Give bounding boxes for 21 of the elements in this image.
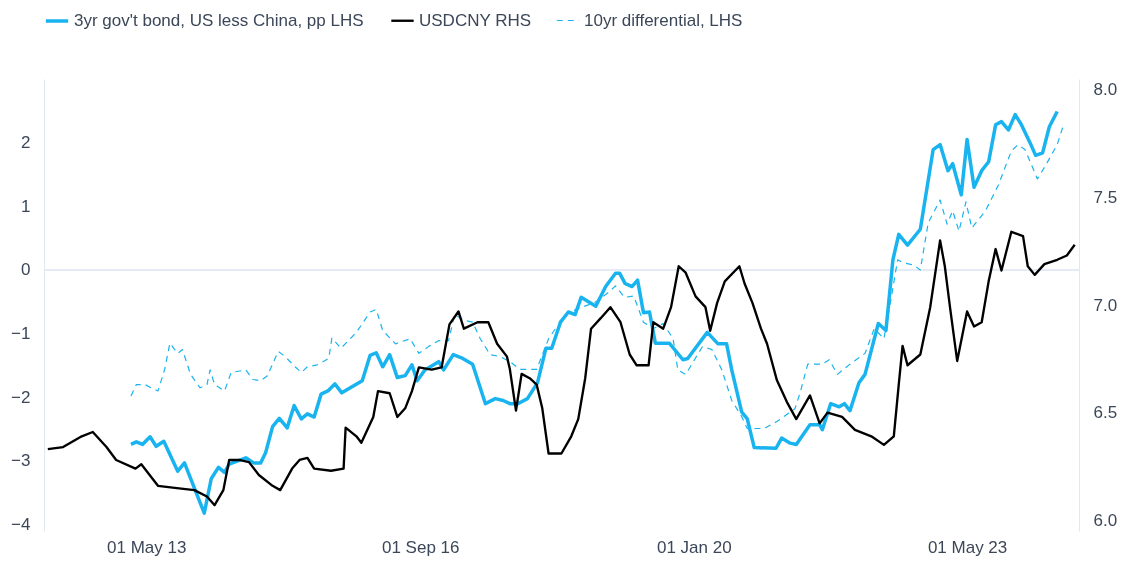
y2-tick-label: 8.0	[1093, 80, 1118, 100]
y2-tick-label: 7.5	[1093, 187, 1118, 207]
x-tick-label: 01 May 23	[927, 537, 1008, 557]
y2-tick-label: 7.0	[1093, 295, 1118, 315]
legend-label: USDCNY RHS	[419, 10, 532, 30]
y-tick-label: 2	[21, 133, 31, 153]
x-tick-label: 01 Sep 16	[381, 537, 460, 557]
x-tick-label: 01 Jan 20	[656, 537, 732, 557]
y2-tick-label: 6.0	[1093, 510, 1118, 530]
legend-label: 3yr gov't bond, US less China, pp LHS	[74, 11, 364, 30]
x-tick-label: 01 May 13	[107, 537, 187, 557]
line-series	[46, 230, 1076, 507]
y-tick-label: −4	[11, 515, 31, 535]
y-tick-label: −2	[11, 387, 31, 407]
y-tick-label: 1	[21, 196, 31, 216]
line-series	[129, 109, 1059, 515]
y-tick-label: −3	[11, 451, 31, 471]
y-tick-label: 0	[21, 260, 31, 280]
legend-label: 10yr differential, LHS	[584, 10, 743, 30]
y2-tick-label: 6.5	[1093, 403, 1118, 423]
y-tick-label: −1	[11, 324, 31, 344]
